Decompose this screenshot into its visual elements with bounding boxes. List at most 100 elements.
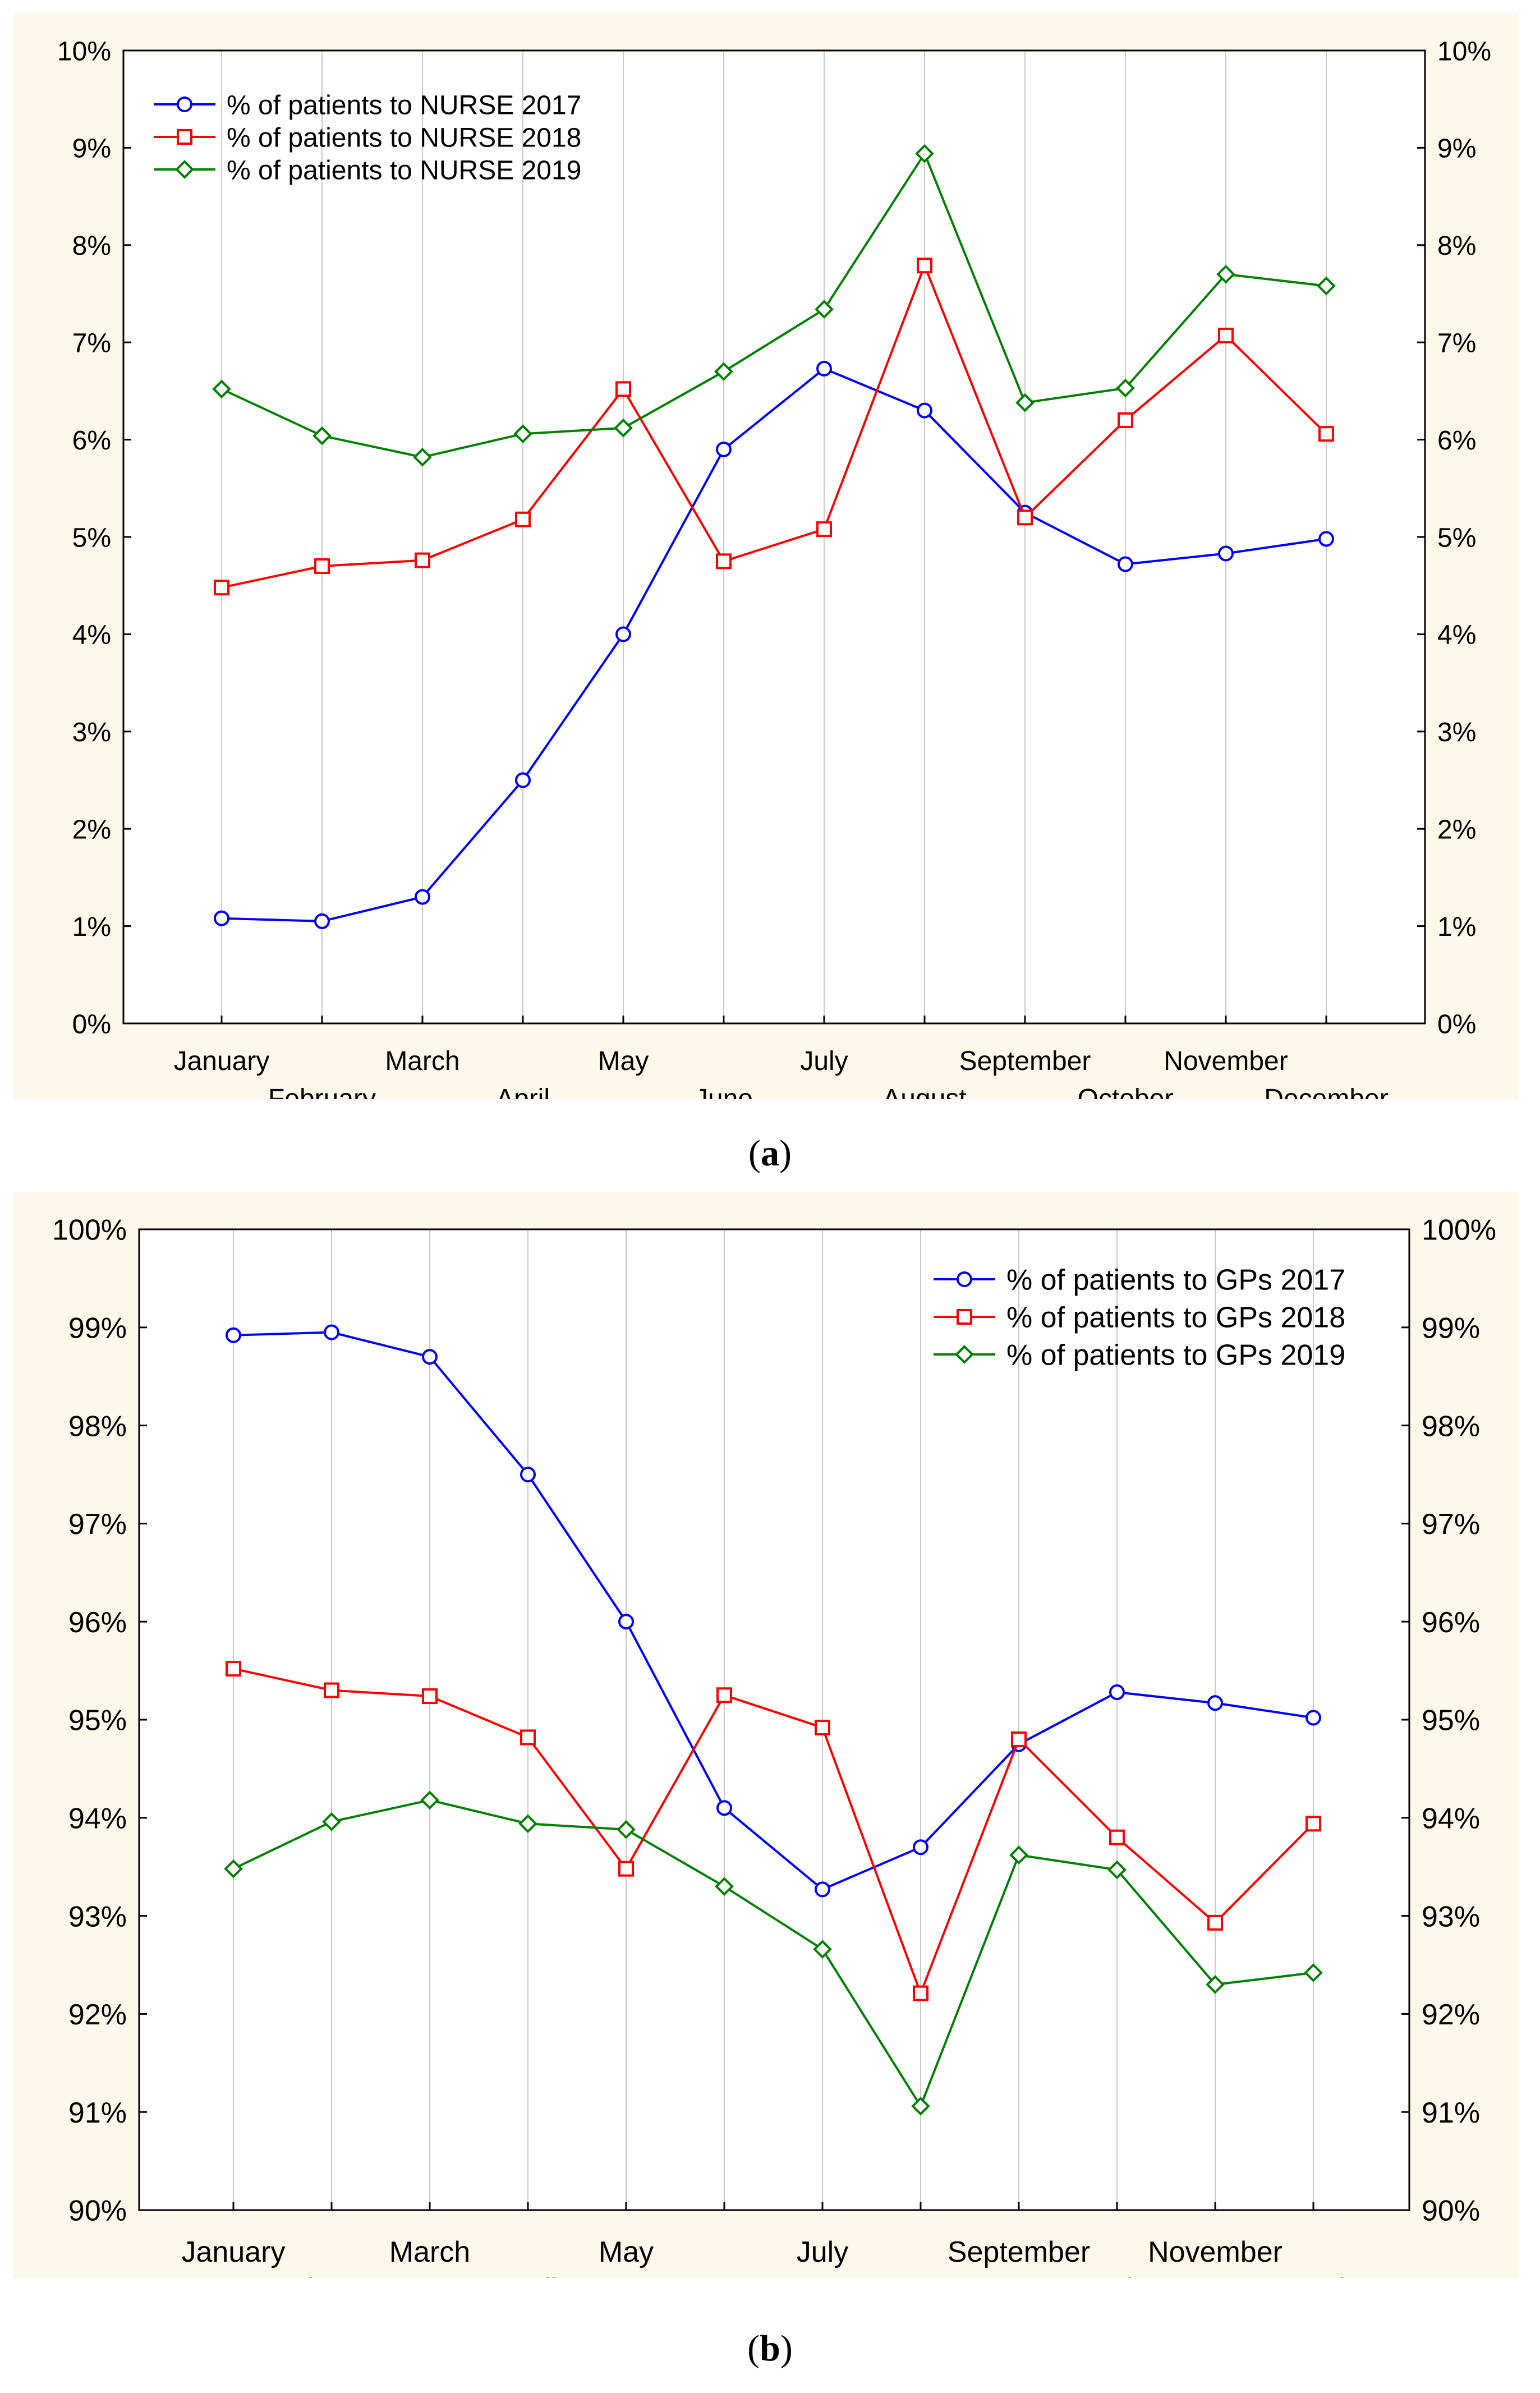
data-point <box>314 558 330 575</box>
y-tick-label-left: 10% <box>57 36 111 66</box>
y-tick-label-left: 8% <box>72 231 111 261</box>
x-tick-label: June <box>695 1084 753 1099</box>
legend-label: % of patients to NURSE 2018 <box>227 123 581 153</box>
line-chart-a: 0% 0% 1% 1% 2% 2% 3% 3% 4% 4% 5% 5% 6% 6% 7% 7% 8% 8% 9% 9%… <box>57 36 1491 1099</box>
data-point <box>714 362 733 382</box>
x-tick-label: March <box>385 1046 459 1076</box>
data-point <box>618 1614 634 1630</box>
data-point <box>520 1729 536 1746</box>
legend-label: % of patients to GPs 2018 <box>1006 1302 1345 1334</box>
data-point <box>1318 531 1334 547</box>
data-point <box>913 1985 928 2001</box>
data-point <box>1017 509 1033 526</box>
data-point <box>226 1661 241 1677</box>
data-point <box>312 426 332 445</box>
x-tick-label: January <box>174 1046 270 1076</box>
data-point <box>1305 1816 1321 1832</box>
chart-panel-b: 90% 90% 91% 91% 92% 92% 93% 93% 94% 94% 95% 95% 96% 9… <box>13 1192 1518 2278</box>
legend-marker <box>177 129 192 145</box>
y-tick-label-left: 95% <box>68 1705 127 1737</box>
data-point <box>520 1467 536 1482</box>
line-chart-b: 90% 90% 91% 91% 92% 92% 93% 93% 94% 94% 95% 95% 96% 9… <box>52 1214 1496 2278</box>
data-point <box>1207 1695 1223 1711</box>
x-tick-label: September <box>948 2236 1090 2268</box>
legend-label: % of patients to GPs 2019 <box>1006 1339 1345 1372</box>
data-point <box>813 1940 832 1959</box>
data-point <box>324 1324 339 1340</box>
data-point <box>415 552 430 568</box>
x-tick-label: March <box>389 2236 470 2268</box>
x-tick-label: October <box>1078 1084 1174 1099</box>
data-point <box>224 1859 243 1878</box>
y-tick-label-right: 7% <box>1437 328 1476 358</box>
y-tick-label-left: 5% <box>72 523 111 553</box>
legend-label: % of patients to NURSE 2019 <box>227 155 581 185</box>
axes-frame <box>138 1228 1410 2211</box>
series-line-diamond <box>221 151 1327 458</box>
x-tick-label: February <box>273 2273 390 2278</box>
data-point <box>1218 545 1234 562</box>
data-point <box>1216 264 1235 284</box>
y-tick-label-left: 2% <box>72 815 111 844</box>
data-point <box>226 1327 241 1343</box>
y-tick-label-right: 91% <box>1422 2097 1480 2129</box>
data-point <box>422 1688 438 1705</box>
y-tick-label-left: 4% <box>72 621 111 650</box>
data-point <box>816 521 832 538</box>
data-point <box>715 1877 734 1896</box>
x-tick-label: August <box>882 1084 966 1099</box>
legend-marker <box>957 1309 972 1325</box>
data-point <box>324 1682 339 1698</box>
x-tick-label: October <box>1065 2273 1169 2278</box>
y-tick-label-right: 2% <box>1437 815 1476 844</box>
data-point <box>815 1881 830 1898</box>
series-line-circle <box>233 1331 1314 1891</box>
y-tick-label-left: 90% <box>68 2195 127 2227</box>
y-tick-label-right: 5% <box>1437 523 1476 553</box>
data-point <box>1107 1860 1127 1880</box>
y-tick-label-left: 94% <box>68 1803 127 1835</box>
y-tick-label-right: 96% <box>1422 1606 1480 1639</box>
data-point <box>618 1861 634 1877</box>
x-tick-label: November <box>1148 2236 1282 2268</box>
x-tick-label: September <box>959 1046 1091 1076</box>
data-point <box>422 1349 438 1365</box>
y-tick-label-right: 10% <box>1437 36 1491 66</box>
data-point <box>1109 1829 1125 1845</box>
caption-b: (b) <box>747 2328 793 2369</box>
data-point <box>420 1790 439 1810</box>
data-point <box>513 424 532 444</box>
data-point <box>1015 393 1035 412</box>
y-tick-label-right: 3% <box>1437 718 1476 747</box>
data-point <box>1116 378 1135 398</box>
x-tick-label: November <box>1164 1046 1288 1076</box>
y-tick-label-right: 98% <box>1422 1410 1480 1443</box>
data-point <box>913 1839 928 1855</box>
data-point <box>614 418 633 438</box>
data-point <box>322 1812 341 1831</box>
series-line-square <box>233 1668 1314 1997</box>
y-tick-label-right: 99% <box>1422 1312 1480 1345</box>
y-tick-label-left: 96% <box>68 1606 127 1639</box>
legend-marker <box>175 160 194 179</box>
y-tick-label-left: 9% <box>72 134 111 164</box>
data-point <box>1109 1684 1125 1701</box>
data-point <box>1304 1963 1323 1982</box>
data-point <box>716 1687 732 1703</box>
x-tick-label: January <box>182 2236 286 2268</box>
axes-frame <box>122 49 1426 1025</box>
data-point <box>917 402 932 419</box>
data-point <box>1009 1845 1028 1865</box>
y-tick-label-left: 98% <box>68 1410 127 1443</box>
y-tick-label-left: 99% <box>68 1312 127 1345</box>
series-line-circle <box>221 367 1327 922</box>
y-tick-label-right: 0% <box>1437 1009 1476 1039</box>
data-point <box>716 441 732 457</box>
data-point <box>515 511 531 527</box>
y-tick-label-right: 4% <box>1437 621 1476 650</box>
data-point <box>1207 1914 1223 1931</box>
y-tick-label-left: 100% <box>52 1214 127 1247</box>
legend-marker <box>955 1345 974 1364</box>
x-tick-label: May <box>598 1046 649 1076</box>
x-tick-label: December <box>1246 2273 1381 2278</box>
